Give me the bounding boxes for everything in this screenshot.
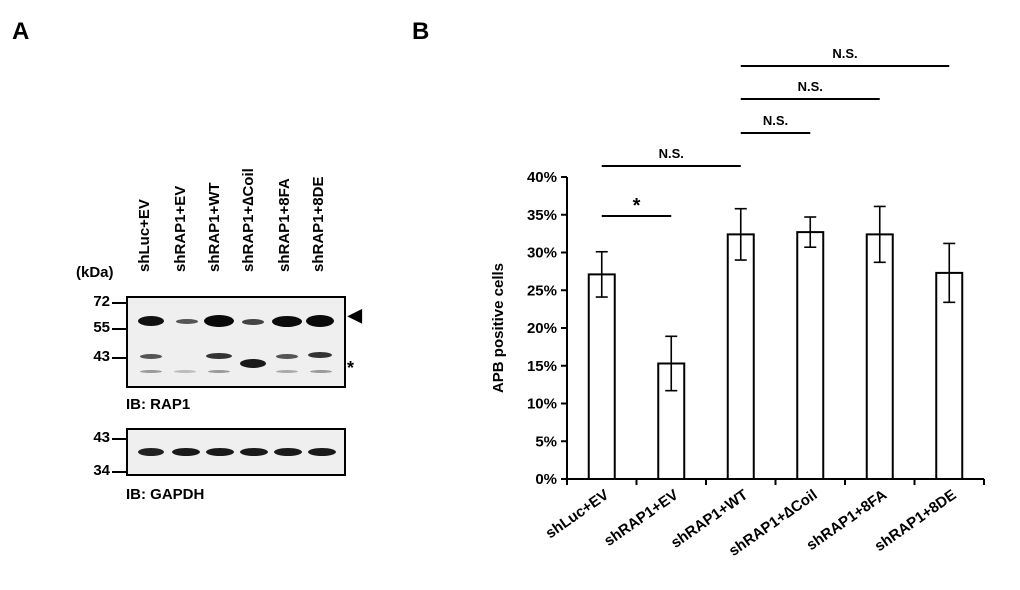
y-tick-label: 25%	[527, 282, 557, 299]
significance-label: N.S.	[763, 113, 788, 128]
x-tick-label: shLuc+EV	[543, 486, 613, 542]
y-tick-label: 35%	[527, 207, 557, 224]
y-tick-label: 15%	[527, 358, 557, 375]
y-axis-label: APB positive cells	[490, 263, 507, 393]
marker-label: 55	[93, 319, 110, 336]
y-tick-label: 20%	[527, 320, 557, 337]
marker-tick	[112, 328, 126, 330]
bar	[726, 233, 755, 480]
y-tick-label: 10%	[527, 396, 557, 413]
marker-tick	[112, 471, 126, 473]
y-tick-label: 5%	[535, 433, 557, 450]
bar	[587, 273, 616, 480]
marker-tick	[112, 357, 126, 359]
significance-label: N.S.	[659, 146, 684, 161]
gapdh-blot-caption: IB: GAPDH	[126, 486, 205, 503]
marker-label: 43	[93, 348, 110, 365]
marker-label: 43	[93, 429, 110, 446]
marker-label: 72	[93, 293, 110, 310]
panel-letter-b: B	[412, 18, 430, 45]
asterisk-marker: *	[347, 358, 355, 378]
gapdh-blot-image	[126, 428, 346, 476]
panel-letter-a: A	[12, 18, 30, 45]
arrowhead-marker: ◀	[348, 305, 362, 325]
marker-tick	[112, 302, 126, 304]
rap1-blot-image	[126, 296, 346, 388]
y-tick-label: 0%	[535, 471, 557, 488]
marker-tick	[112, 438, 126, 440]
bar	[865, 233, 894, 480]
marker-label: 34	[93, 462, 110, 479]
kda-label: (kDa)	[76, 264, 114, 281]
bar	[796, 231, 825, 480]
significance-label: *	[633, 195, 641, 217]
rap1-blot-caption: IB: RAP1	[126, 396, 191, 413]
significance-label: N.S.	[798, 79, 823, 94]
bar	[935, 271, 964, 481]
significance-label: N.S.	[832, 46, 857, 61]
y-tick-label: 40%	[527, 169, 557, 186]
y-tick-label: 30%	[527, 245, 557, 262]
